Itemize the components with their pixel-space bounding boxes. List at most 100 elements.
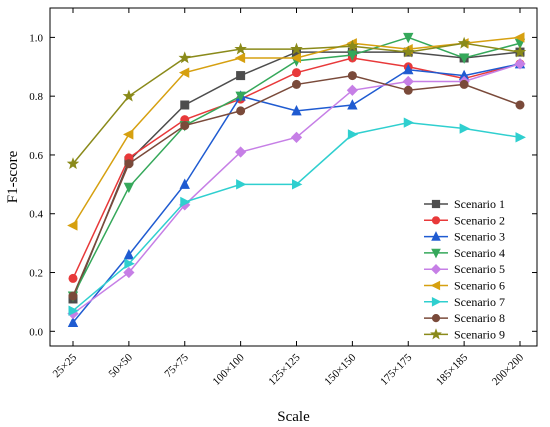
data-point <box>291 104 302 116</box>
data-point <box>123 266 135 279</box>
legend-marker <box>431 199 441 209</box>
data-point <box>180 196 191 208</box>
plot-border <box>49 7 538 347</box>
y-tick-label: 0.8 <box>29 91 43 103</box>
data-point <box>290 52 302 64</box>
x-tick-label: 200×200 <box>490 351 527 388</box>
data-point <box>515 100 525 110</box>
y-tick-label: 0.4 <box>29 209 43 221</box>
legend-label: Scenario 7 <box>454 295 505 309</box>
legend-marker <box>431 231 441 241</box>
data-point <box>514 32 525 43</box>
y-axis-title: F1-score <box>5 150 21 203</box>
legend-label: Scenario 8 <box>454 311 505 325</box>
data-point <box>346 84 358 96</box>
legend-marker <box>430 328 442 340</box>
legend: Scenario 1 Scenario 2 Scenario 3 Scenario 4… <box>424 197 505 341</box>
legend-item: Scenario 6 <box>424 279 505 293</box>
series-7 <box>68 117 526 316</box>
data-point <box>235 146 247 158</box>
data-point <box>290 42 303 55</box>
data-point <box>68 305 79 316</box>
data-point <box>68 291 78 301</box>
data-point <box>124 159 134 169</box>
legend-label: Scenario 2 <box>454 213 505 227</box>
data-point <box>403 32 414 44</box>
data-point <box>291 68 301 78</box>
data-point <box>457 36 471 49</box>
legend-label: Scenario 9 <box>454 327 505 341</box>
plot-frame <box>49 7 538 347</box>
legend-item: Scenario 3 <box>424 230 505 244</box>
data-point <box>346 39 359 52</box>
y-tick-label: 0.2 <box>29 268 43 280</box>
data-point <box>236 106 246 116</box>
legend-item: Scenario 9 <box>424 327 505 341</box>
x-tick-label: 75×75 <box>162 351 191 380</box>
data-point <box>347 129 359 140</box>
data-point <box>347 71 357 81</box>
legend-label: Scenario 6 <box>454 279 505 293</box>
data-point <box>234 42 247 55</box>
data-point <box>236 179 247 190</box>
y-tick-label: 1.0 <box>29 32 43 44</box>
data-point <box>347 99 358 110</box>
data-point <box>403 63 414 75</box>
data-point <box>124 258 135 269</box>
data-point <box>67 316 79 327</box>
data-point <box>67 220 78 231</box>
legend-label: Scenario 5 <box>454 262 505 276</box>
legend-marker <box>430 263 442 275</box>
data-point <box>515 132 526 143</box>
data-point <box>234 52 246 64</box>
series-9 <box>66 36 527 170</box>
data-point <box>459 79 469 89</box>
data-point <box>402 45 415 58</box>
data-point <box>459 123 470 134</box>
data-point <box>178 67 190 78</box>
data-point <box>236 71 246 81</box>
legend-label: Scenario 4 <box>454 246 505 260</box>
data-point <box>123 249 135 260</box>
data-point <box>403 117 415 128</box>
data-point <box>402 75 414 88</box>
legend-item: Scenario 4 <box>424 246 505 260</box>
legend-item: Scenario 5 <box>424 262 505 276</box>
legend-item: Scenario 1 <box>424 197 505 211</box>
y-tick-label: 0.0 <box>29 326 43 338</box>
data-point <box>514 58 526 70</box>
data-point <box>179 178 190 189</box>
data-point <box>123 182 135 194</box>
legend-marker <box>431 216 441 225</box>
legend-marker <box>431 314 441 323</box>
data-point <box>180 100 190 110</box>
series-layer <box>66 32 527 327</box>
data-point <box>180 121 190 131</box>
legend-item: Scenario 7 <box>424 295 505 309</box>
data-point <box>68 273 78 283</box>
legend-marker <box>431 248 441 259</box>
series-line <box>72 63 521 315</box>
series-line <box>72 57 521 279</box>
x-tick-label: 100×100 <box>211 351 248 388</box>
x-tick-label: 150×150 <box>322 351 359 388</box>
series-5 <box>67 58 526 320</box>
data-point <box>291 79 301 89</box>
series-line <box>72 63 521 323</box>
legend-label: Scenario 1 <box>454 197 505 211</box>
data-point <box>291 179 303 190</box>
x-tick-label: 125×125 <box>266 351 303 388</box>
data-point <box>123 129 134 140</box>
x-tick-label: 25×25 <box>51 351 80 380</box>
x-tick-label: 185×185 <box>434 351 471 388</box>
legend-item: Scenario 8 <box>424 311 505 325</box>
data-point <box>403 85 413 95</box>
series-8 <box>68 71 525 301</box>
legend-marker <box>430 280 441 291</box>
data-point <box>66 157 80 170</box>
data-point <box>290 131 303 143</box>
y-axis: 0.0 0.2 0.4 0.6 0.8 1.0 <box>29 32 537 338</box>
x-tick-label: 175×175 <box>378 351 415 388</box>
data-point <box>458 53 470 64</box>
